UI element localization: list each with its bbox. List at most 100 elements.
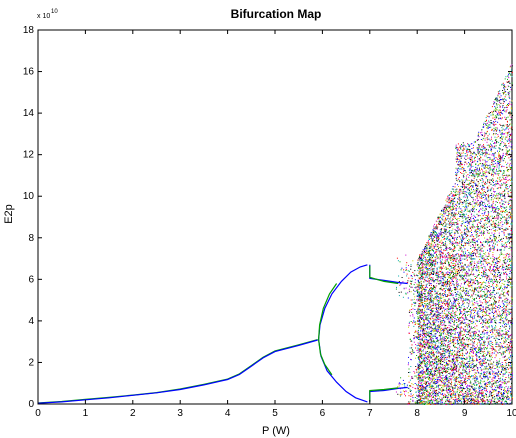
scatter-point <box>458 211 460 213</box>
scatter-point <box>451 304 453 306</box>
scatter-point <box>432 302 434 304</box>
scatter-point <box>475 395 477 397</box>
scatter-point <box>451 255 452 256</box>
scatter-point <box>462 355 464 357</box>
scatter-point <box>507 85 509 87</box>
scatter-point <box>490 273 492 275</box>
scatter-point <box>436 394 438 396</box>
scatter-point <box>509 174 511 176</box>
scatter-point <box>408 395 410 397</box>
scatter-point <box>466 230 468 232</box>
scatter-point <box>500 193 502 195</box>
scatter-point <box>505 236 507 238</box>
scatter-point <box>461 389 463 391</box>
scatter-point <box>422 302 424 303</box>
scatter-point <box>470 400 472 402</box>
scatter-point <box>450 390 452 392</box>
scatter-point <box>449 313 451 315</box>
scatter-point <box>464 355 465 356</box>
scatter-point <box>482 153 484 155</box>
scatter-point <box>451 381 452 383</box>
scatter-point <box>494 329 496 331</box>
scatter-point <box>418 264 420 266</box>
scatter-point <box>489 391 491 393</box>
scatter-point <box>443 209 445 211</box>
scatter-point <box>485 394 487 395</box>
scatter-point <box>444 260 446 262</box>
scatter-point <box>425 337 427 339</box>
scatter-point <box>460 397 462 399</box>
scatter-point <box>504 211 506 213</box>
scatter-point <box>444 338 446 340</box>
scatter-point <box>468 299 470 301</box>
scatter-point <box>423 391 425 393</box>
scatter-point <box>430 341 432 343</box>
scatter-point <box>455 242 457 244</box>
scatter-point <box>501 214 503 216</box>
scatter-point <box>462 167 463 168</box>
scatter-point <box>454 246 456 248</box>
scatter-point <box>468 242 470 244</box>
scatter-point <box>470 156 472 158</box>
scatter-point <box>425 268 427 270</box>
scatter-point <box>451 209 453 211</box>
scatter-point <box>483 306 484 308</box>
scatter-point <box>494 381 496 383</box>
scatter-point <box>506 253 508 254</box>
scatter-point <box>502 113 504 115</box>
scatter-point <box>408 323 410 324</box>
scatter-point <box>501 345 503 347</box>
scatter-point <box>447 363 449 365</box>
scatter-point <box>438 254 440 256</box>
scatter-point <box>468 364 470 366</box>
scatter-point <box>483 362 485 364</box>
scatter-point <box>469 157 471 159</box>
scatter-point <box>459 350 461 352</box>
scatter-point <box>414 309 416 310</box>
scatter-point <box>478 149 479 151</box>
scatter-point <box>479 340 481 342</box>
scatter-point <box>458 334 460 336</box>
scatter-point <box>457 262 459 264</box>
scatter-point <box>430 353 432 354</box>
scatter-point <box>461 274 463 276</box>
scatter-point <box>463 144 465 146</box>
scatter-point <box>473 389 474 391</box>
scatter-point <box>400 395 401 397</box>
scatter-point <box>509 253 511 255</box>
scatter-point <box>412 399 414 401</box>
scatter-point <box>452 258 454 260</box>
scatter-point <box>398 385 400 387</box>
scatter-point <box>458 377 460 379</box>
scatter-point <box>417 269 419 271</box>
scatter-point <box>484 120 486 122</box>
scatter-point <box>418 384 419 385</box>
scatter-point <box>468 305 469 307</box>
scatter-point <box>440 289 442 291</box>
scatter-point <box>508 308 510 310</box>
scatter-point <box>407 403 409 405</box>
scatter-point <box>440 300 442 302</box>
scatter-point <box>452 369 454 371</box>
scatter-point <box>431 299 433 301</box>
scatter-point <box>483 271 485 273</box>
scatter-point <box>421 251 423 253</box>
scatter-point <box>418 399 420 401</box>
scatter-point <box>412 377 414 379</box>
scatter-point <box>462 258 464 260</box>
scatter-point <box>461 235 463 237</box>
scatter-point <box>456 390 458 392</box>
scatter-point <box>415 331 417 333</box>
scatter-point <box>448 281 450 283</box>
scatter-point <box>419 315 421 317</box>
scatter-point <box>422 376 424 378</box>
scatter-point <box>499 275 501 277</box>
scatter-point <box>491 204 493 206</box>
scatter-point <box>463 386 464 388</box>
scatter-point <box>409 351 411 353</box>
scatter-point <box>417 399 419 401</box>
scatter-point <box>506 81 508 83</box>
scatter-point <box>487 295 488 297</box>
scatter-point <box>509 103 511 105</box>
scatter-point <box>483 291 485 293</box>
